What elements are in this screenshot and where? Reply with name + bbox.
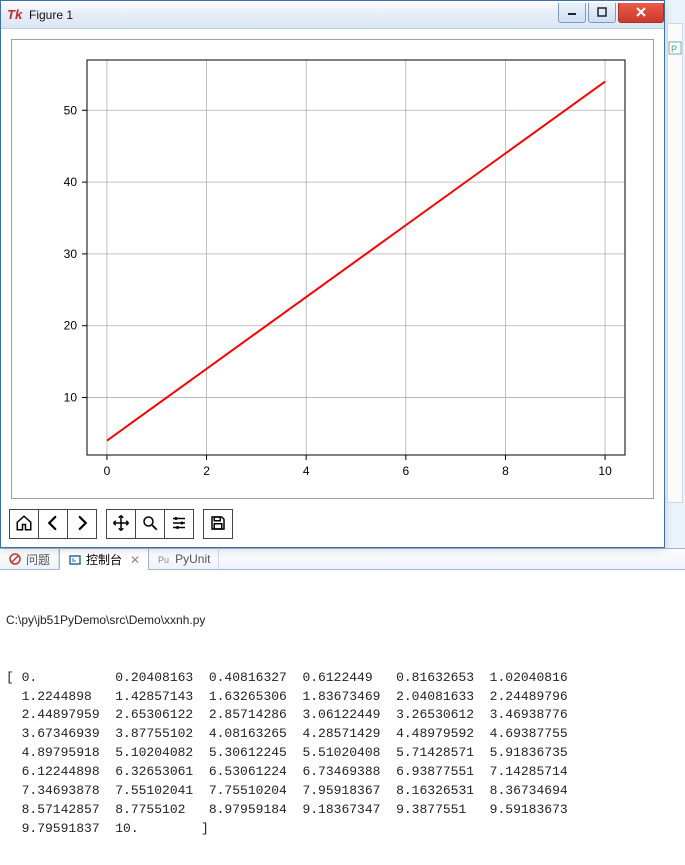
titlebar[interactable]: Tk Figure 1 bbox=[1, 1, 664, 29]
svg-text:20: 20 bbox=[64, 319, 78, 333]
configure-button[interactable] bbox=[164, 509, 194, 539]
pan-icon bbox=[112, 514, 130, 535]
svg-text:30: 30 bbox=[64, 247, 78, 261]
close-button[interactable] bbox=[618, 3, 664, 23]
svg-text:40: 40 bbox=[64, 175, 78, 189]
svg-text:50: 50 bbox=[64, 103, 78, 117]
svg-text:P: P bbox=[671, 44, 677, 54]
tk-icon: Tk bbox=[7, 7, 23, 23]
tab-console[interactable]: 控制台 ✕ bbox=[59, 548, 149, 570]
pyunit-icon: Pu bbox=[157, 552, 171, 566]
window-title: Figure 1 bbox=[29, 8, 556, 22]
window-body: 0 2 4 6 8 10 10 20 30 40 50 bbox=[1, 29, 664, 503]
zoom-button[interactable] bbox=[135, 509, 165, 539]
matplotlib-toolbar bbox=[1, 503, 664, 547]
problems-icon bbox=[8, 552, 22, 566]
tab-problems[interactable]: 问题 bbox=[0, 548, 59, 570]
back-button[interactable] bbox=[38, 509, 68, 539]
svg-text:8: 8 bbox=[502, 464, 509, 478]
save-button[interactable] bbox=[203, 509, 233, 539]
svg-text:6: 6 bbox=[402, 464, 409, 478]
pan-button[interactable] bbox=[106, 509, 136, 539]
figure-window: Tk Figure 1 02468101020304050 P bbox=[0, 0, 665, 548]
forward-button[interactable] bbox=[67, 509, 97, 539]
svg-text:10: 10 bbox=[598, 464, 612, 478]
console-path: C:\py\jb51PyDemo\src\Demo\xxnh.py bbox=[6, 610, 679, 631]
back-icon bbox=[44, 514, 62, 535]
close-tab-icon[interactable]: ✕ bbox=[130, 553, 140, 567]
tab-label: 问题 bbox=[26, 551, 50, 568]
plot-canvas[interactable]: 0 2 4 6 8 10 10 20 30 40 50 bbox=[11, 39, 654, 499]
tab-label: 控制台 bbox=[86, 551, 122, 568]
console-array-dump: [ 0. 0.20408163 0.40816327 0.6122449 0.8… bbox=[6, 669, 679, 839]
save-icon bbox=[209, 514, 227, 535]
home-button[interactable] bbox=[9, 509, 39, 539]
tab-pyunit[interactable]: Pu PyUnit bbox=[149, 548, 219, 570]
svg-text:2: 2 bbox=[203, 464, 210, 478]
svg-text:0: 0 bbox=[104, 464, 111, 478]
svg-text:Pu: Pu bbox=[158, 555, 169, 565]
ide-side-sliver bbox=[667, 23, 683, 503]
console-icon bbox=[68, 553, 82, 567]
window-buttons bbox=[556, 3, 664, 23]
minimize-button[interactable] bbox=[558, 3, 586, 23]
console-output[interactable]: C:\py\jb51PyDemo\src\Demo\xxnh.py [ 0. 0… bbox=[0, 570, 685, 865]
line-chart: 0 2 4 6 8 10 10 20 30 40 50 bbox=[12, 40, 655, 500]
configure-icon bbox=[170, 514, 188, 535]
svg-text:4: 4 bbox=[303, 464, 310, 478]
tab-label: PyUnit bbox=[175, 552, 210, 566]
ide-tabstrip: 问题控制台 ✕PuPyUnit bbox=[0, 548, 685, 570]
forward-icon bbox=[73, 514, 91, 535]
home-icon bbox=[15, 514, 33, 535]
zoom-icon bbox=[141, 514, 159, 535]
python-file-icon: P bbox=[668, 41, 682, 55]
maximize-button[interactable] bbox=[588, 3, 616, 23]
svg-text:10: 10 bbox=[64, 391, 78, 405]
